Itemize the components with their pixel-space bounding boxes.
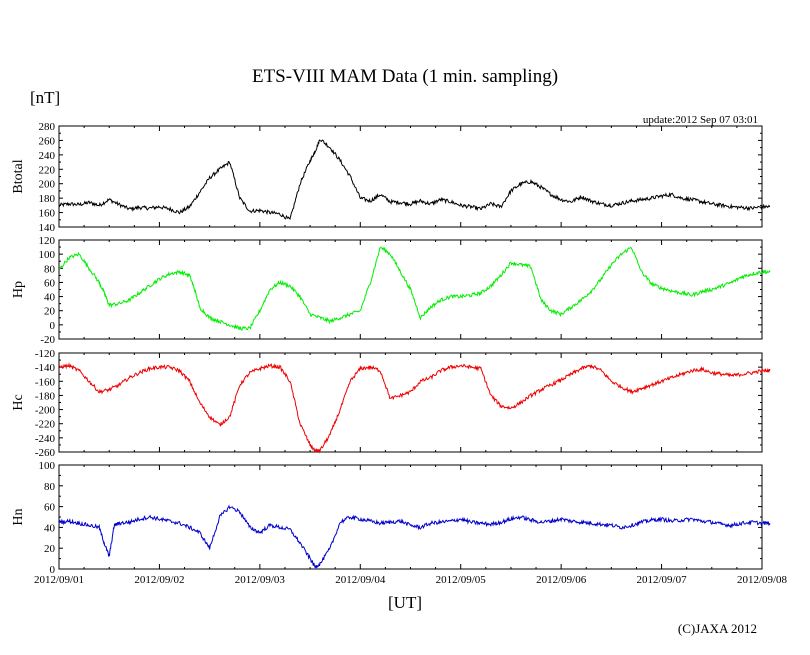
y-tick-label: -180 <box>35 390 56 402</box>
y-tick-label: 60 <box>44 502 56 514</box>
y-tick-label: 80 <box>44 263 56 275</box>
y-tick-label: -200 <box>35 405 56 417</box>
copyright-notice: (C)JAXA 2012 <box>677 621 757 636</box>
unit-label: [nT] <box>30 88 61 107</box>
y-tick-label: 80 <box>44 481 56 493</box>
y-tick-label: -160 <box>35 376 56 388</box>
y-tick-label: 0 <box>50 320 56 332</box>
y-axis-label-hp: Hp <box>11 281 26 298</box>
x-tick-label: 2012/09/05 <box>436 574 487 586</box>
y-tick-label: 100 <box>39 460 56 472</box>
y-axis-label-hc: Hc <box>11 394 26 410</box>
y-tick-label: 20 <box>44 306 56 318</box>
y-axis-label-hn: Hn <box>11 508 26 525</box>
y-tick-label: 0 <box>50 564 56 576</box>
x-tick-label: 2012/09/04 <box>335 574 386 586</box>
series-line-hp <box>58 246 771 331</box>
y-tick-label: 200 <box>39 179 56 191</box>
y-tick-label: -220 <box>35 419 56 431</box>
y-tick-label: 40 <box>44 292 56 304</box>
x-tick-label: 2012/09/07 <box>637 574 688 586</box>
series-line-hc <box>58 362 771 454</box>
y-axis-label-btotal: Btotal <box>11 159 26 193</box>
panel-frame-hn <box>58 464 763 570</box>
y-tick-label: 260 <box>39 135 56 147</box>
x-tick-label: 2012/09/01 <box>34 574 84 586</box>
update-timestamp: update:2012 Sep 07 03:01 <box>642 114 758 126</box>
series-line-hn <box>58 504 771 569</box>
y-tick-label: 20 <box>44 543 56 555</box>
y-tick-label: 280 <box>39 121 56 133</box>
panel-frame-hc <box>58 352 763 453</box>
y-tick-label: 160 <box>39 208 56 220</box>
y-tick-label: 120 <box>39 235 56 247</box>
x-tick-label: 2012/09/03 <box>235 574 286 586</box>
x-tick-label: 2012/09/02 <box>134 574 184 586</box>
x-tick-label: 2012/09/06 <box>536 574 587 586</box>
y-tick-label: -240 <box>35 433 56 445</box>
y-tick-label: -120 <box>35 348 56 360</box>
y-tick-label: 100 <box>39 249 56 261</box>
x-tick-label: 2012/09/08 <box>737 574 788 586</box>
y-tick-label: -20 <box>40 334 55 346</box>
y-tick-label: -140 <box>35 362 56 374</box>
y-tick-label: 180 <box>39 193 56 205</box>
y-tick-label: 240 <box>39 150 56 162</box>
x-axis-label: [UT] <box>388 593 422 612</box>
y-tick-label: 140 <box>39 222 56 234</box>
y-tick-label: 60 <box>44 277 56 289</box>
chart-title: ETS-VIII MAM Data (1 min. sampling) <box>251 66 559 87</box>
y-tick-label: 220 <box>39 164 56 176</box>
panel-frame-btotal <box>58 125 763 228</box>
series-line-btotal <box>58 139 771 220</box>
y-tick-label: -260 <box>35 447 56 459</box>
y-tick-label: 40 <box>44 522 56 534</box>
